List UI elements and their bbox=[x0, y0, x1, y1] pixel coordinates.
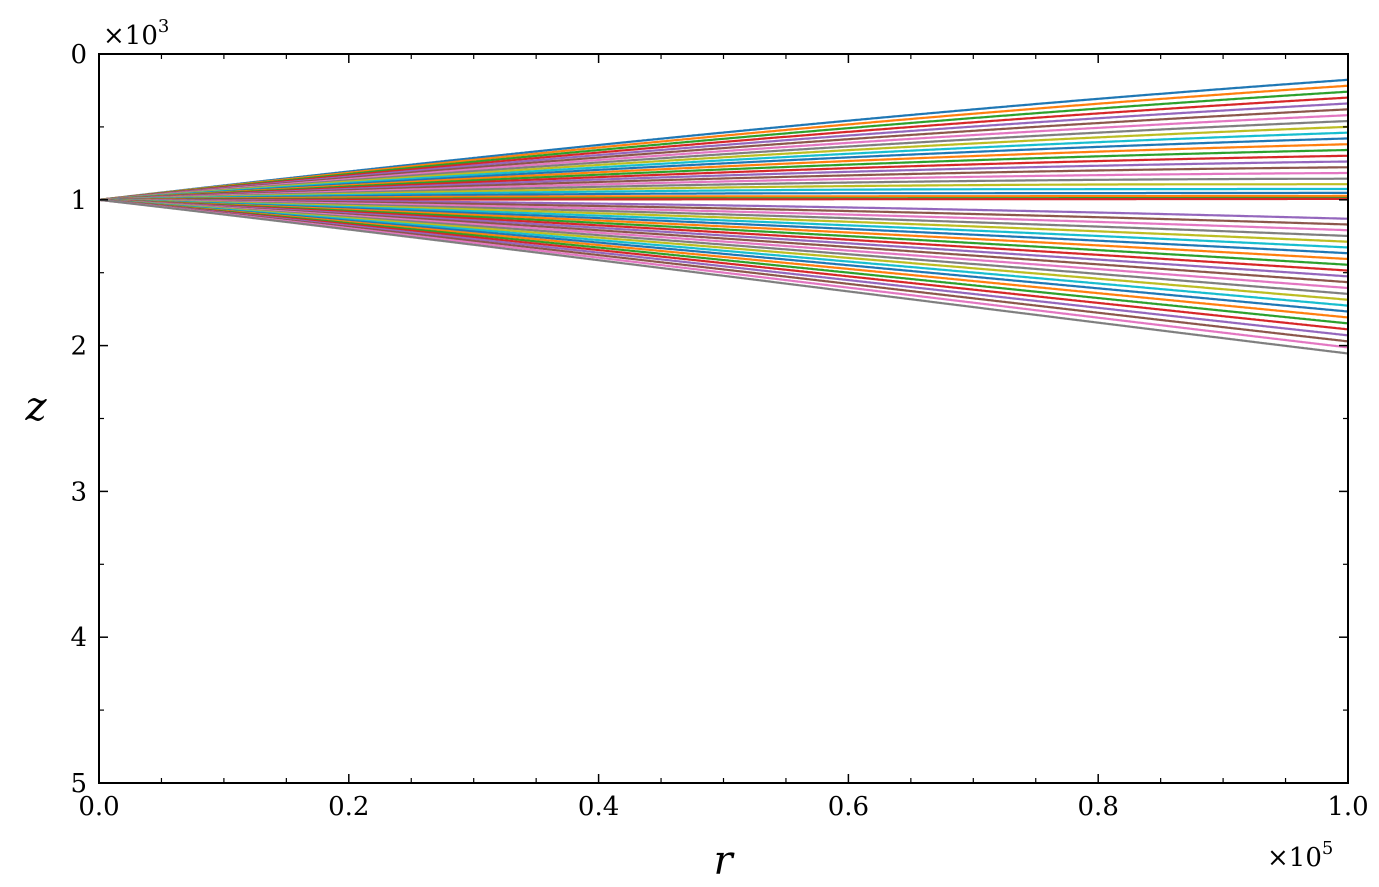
y-tick-label: 3 bbox=[70, 477, 87, 507]
ticks-layer: 0.0 0.2 0.4 0.6 0.8 1.0 0 1 2 3 4 5 bbox=[70, 40, 1368, 822]
x-tick-label: 0.6 bbox=[828, 792, 869, 822]
x-offset-exp: 5 bbox=[1322, 838, 1333, 859]
y-tick-label: 1 bbox=[70, 186, 87, 216]
x-tick-label: 0.8 bbox=[1078, 792, 1119, 822]
y-offset-exp: 3 bbox=[158, 16, 169, 37]
ray-series bbox=[99, 198, 1348, 325]
y-tick-label: 0 bbox=[70, 40, 87, 70]
x-axis-title: r bbox=[713, 838, 735, 884]
y-tick-label: 4 bbox=[70, 623, 87, 653]
ray-series bbox=[99, 198, 1348, 355]
x-offset-base: ×10 bbox=[1267, 843, 1322, 873]
ray-series bbox=[99, 198, 1348, 307]
y-offset-label: ×103 bbox=[103, 16, 169, 51]
x-tick-label: 0.4 bbox=[578, 792, 619, 822]
y-offset-base: ×10 bbox=[103, 21, 158, 51]
y-tick-label: 2 bbox=[70, 332, 87, 362]
ray-series bbox=[99, 198, 1348, 337]
y-axis-title: z bbox=[24, 384, 47, 430]
ray-series bbox=[99, 198, 1348, 349]
x-tick-label: 1.0 bbox=[1327, 792, 1368, 822]
x-offset-label: ×105 bbox=[1267, 838, 1333, 873]
ray-series bbox=[99, 108, 1348, 201]
ray-series bbox=[99, 197, 1348, 201]
x-tick-label: 0.2 bbox=[328, 792, 369, 822]
ray-series bbox=[99, 90, 1348, 201]
y-tick-label: 5 bbox=[70, 769, 87, 799]
series-layer bbox=[99, 78, 1348, 355]
x-tick-label: 0.0 bbox=[78, 792, 119, 822]
